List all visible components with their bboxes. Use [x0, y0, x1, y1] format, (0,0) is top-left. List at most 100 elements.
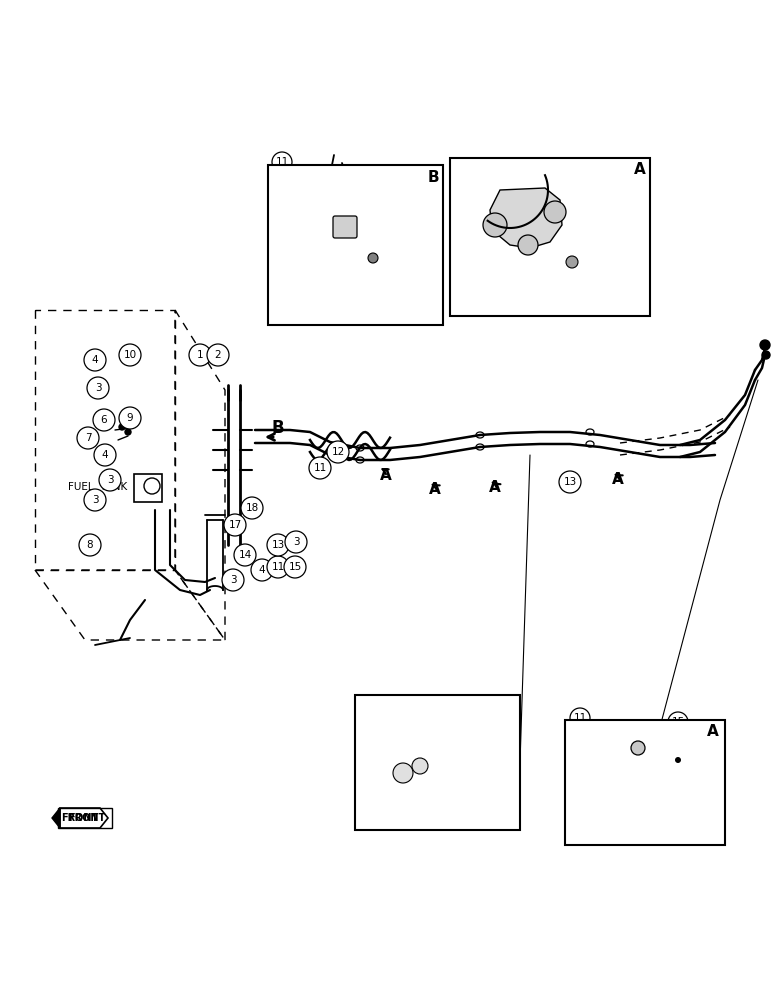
Text: 13: 13	[272, 540, 285, 550]
Circle shape	[224, 514, 246, 536]
Circle shape	[760, 340, 770, 350]
Circle shape	[99, 469, 121, 491]
Text: 3: 3	[611, 753, 618, 763]
Circle shape	[84, 349, 106, 371]
Text: 3: 3	[230, 575, 236, 585]
Text: 1: 1	[197, 350, 203, 360]
Text: FUEL  TANK: FUEL TANK	[68, 482, 127, 492]
Polygon shape	[52, 808, 60, 828]
Text: 2: 2	[215, 350, 222, 360]
Circle shape	[464, 222, 484, 242]
FancyBboxPatch shape	[58, 808, 112, 828]
FancyBboxPatch shape	[355, 695, 520, 830]
Circle shape	[285, 255, 305, 275]
Text: A: A	[707, 724, 719, 740]
Circle shape	[267, 556, 289, 578]
Text: A: A	[634, 162, 646, 178]
Circle shape	[327, 441, 349, 463]
Text: A: A	[612, 473, 624, 488]
Circle shape	[79, 534, 101, 556]
Circle shape	[272, 152, 292, 172]
Circle shape	[631, 741, 645, 755]
Text: 4: 4	[589, 735, 595, 745]
Text: A: A	[489, 481, 501, 495]
Circle shape	[308, 232, 328, 252]
Text: 4: 4	[295, 210, 301, 220]
Text: 3: 3	[293, 537, 300, 547]
Circle shape	[267, 534, 289, 556]
Text: 12: 12	[331, 447, 344, 457]
Text: 4: 4	[102, 450, 108, 460]
Text: 21: 21	[568, 191, 581, 201]
Text: 15: 15	[289, 562, 302, 572]
Polygon shape	[490, 188, 562, 248]
Circle shape	[207, 344, 229, 366]
Text: 4: 4	[92, 355, 98, 365]
Text: 18: 18	[245, 503, 259, 513]
Circle shape	[119, 424, 125, 430]
Circle shape	[125, 429, 131, 435]
Text: 20: 20	[467, 227, 480, 237]
Text: 22: 22	[683, 740, 696, 750]
Text: 6: 6	[100, 415, 107, 425]
Circle shape	[680, 735, 700, 755]
Circle shape	[285, 531, 307, 553]
Circle shape	[241, 497, 263, 519]
Circle shape	[474, 260, 494, 280]
Text: 3: 3	[315, 237, 321, 247]
Text: 19: 19	[283, 180, 296, 190]
Text: 13: 13	[477, 265, 491, 275]
Circle shape	[544, 201, 566, 223]
Circle shape	[400, 730, 420, 750]
Circle shape	[77, 427, 99, 449]
Text: 3: 3	[92, 495, 98, 505]
FancyBboxPatch shape	[333, 216, 357, 238]
Circle shape	[412, 758, 428, 774]
Text: FRONT: FRONT	[69, 813, 106, 823]
Text: 13: 13	[564, 477, 577, 487]
Text: 3: 3	[384, 753, 391, 763]
Circle shape	[518, 235, 538, 255]
Text: 4: 4	[407, 735, 413, 745]
Text: 11: 11	[425, 730, 438, 740]
FancyBboxPatch shape	[565, 720, 725, 845]
Circle shape	[280, 175, 300, 195]
Circle shape	[380, 192, 400, 212]
Circle shape	[378, 748, 398, 768]
Circle shape	[222, 569, 244, 591]
Text: B: B	[272, 419, 284, 437]
Circle shape	[251, 559, 273, 581]
Text: 10: 10	[124, 350, 137, 360]
Text: B: B	[427, 169, 438, 184]
Text: A: A	[429, 483, 441, 497]
Circle shape	[559, 471, 581, 493]
Circle shape	[566, 256, 578, 268]
Text: 18: 18	[384, 197, 397, 207]
Circle shape	[565, 186, 585, 206]
Text: FRONT: FRONT	[62, 813, 99, 823]
Circle shape	[393, 763, 413, 783]
Text: 11: 11	[574, 713, 587, 723]
Circle shape	[570, 708, 590, 728]
Text: 12: 12	[432, 785, 445, 795]
Text: 4: 4	[259, 565, 266, 575]
Text: 3: 3	[107, 475, 113, 485]
Text: B9411133S: B9411133S	[630, 815, 686, 825]
Circle shape	[288, 205, 308, 225]
Circle shape	[422, 725, 442, 745]
Circle shape	[668, 712, 688, 732]
FancyBboxPatch shape	[268, 165, 443, 325]
Text: 17: 17	[229, 520, 242, 530]
Circle shape	[483, 213, 507, 237]
Text: 11: 11	[272, 562, 285, 572]
Text: 15: 15	[672, 717, 685, 727]
Circle shape	[93, 409, 115, 431]
Circle shape	[375, 785, 395, 805]
Circle shape	[408, 798, 428, 818]
Text: 16: 16	[411, 803, 425, 813]
Circle shape	[84, 489, 106, 511]
Text: 7: 7	[85, 433, 91, 443]
Text: 23: 23	[378, 790, 391, 800]
Circle shape	[284, 556, 306, 578]
Text: 3: 3	[95, 383, 101, 393]
